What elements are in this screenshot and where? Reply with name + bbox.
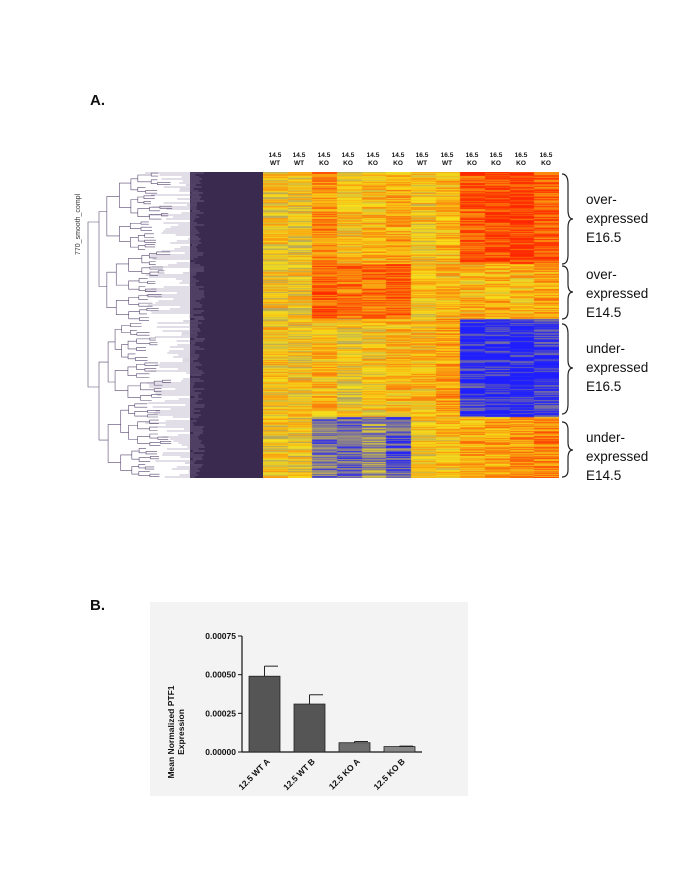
column-header: 16.5 KO (514, 152, 528, 167)
group-label-under-e14: under-expressed E14.5 (586, 430, 649, 483)
column-header: 14.5 WT (268, 152, 282, 167)
bar-chart-panel: Mean Normalized PTF1 Expression 0.00000 0… (150, 602, 468, 796)
bracket-over-e16 (561, 173, 574, 265)
column-header: 16.5 KO (539, 152, 553, 167)
bracket-under-e14 (561, 421, 574, 478)
bar (293, 703, 326, 753)
panel-a-label: A. (90, 92, 105, 109)
column-header: 14.5 KO (317, 152, 331, 167)
column-header: 16.5 KO (489, 152, 503, 167)
group-label-over-e16: over-expressed E16.5 (586, 192, 649, 245)
bracket-over-e14 (561, 265, 574, 320)
y-tick-label: 0.00050 (205, 670, 236, 680)
panel-b-label: B. (90, 597, 105, 614)
column-header: 16.5 WT (415, 152, 429, 167)
bar (383, 746, 416, 753)
column-header: 16.5 WT (440, 152, 454, 167)
column-header: 14.5 KO (366, 152, 380, 167)
x-tick-label: 12.5 WT B (281, 756, 317, 792)
y-axis-label-line2: Expression (176, 709, 186, 755)
dendrogram-label: 770_smooth_compl (75, 193, 82, 255)
group-label-under-e16: under-expressed E16.5 (586, 341, 649, 394)
x-tick-label: 12.5 KO A (327, 756, 362, 791)
bracket-under-e16 (561, 323, 574, 415)
bar (248, 675, 281, 753)
column-header: 14.5 KO (391, 152, 405, 167)
column-header: 14.5 KO (341, 152, 355, 167)
column-header: 16.5 KO (465, 152, 479, 167)
heatmap-grid (263, 172, 559, 478)
dendrogram-leaf-block (190, 172, 263, 478)
column-header: 14.5 WT (292, 152, 306, 167)
group-label-over-e14: over-expressed E14.5 (586, 267, 649, 320)
x-tick-label: 12.5 KO B (371, 756, 406, 791)
y-tick-label: 0.00025 (205, 708, 236, 718)
x-tick-label: 12.5 WT A (236, 756, 272, 792)
bar-chart: Mean Normalized PTF1 Expression 0.00000 0… (166, 631, 422, 792)
dendrogram (87, 172, 263, 478)
y-tick-label: 0.00000 (205, 747, 236, 757)
bar (338, 742, 371, 753)
y-axis-label-line1: Mean Normalized PTF1 (166, 685, 176, 778)
y-tick-label: 0.00075 (205, 631, 236, 641)
group-brackets (561, 173, 574, 478)
